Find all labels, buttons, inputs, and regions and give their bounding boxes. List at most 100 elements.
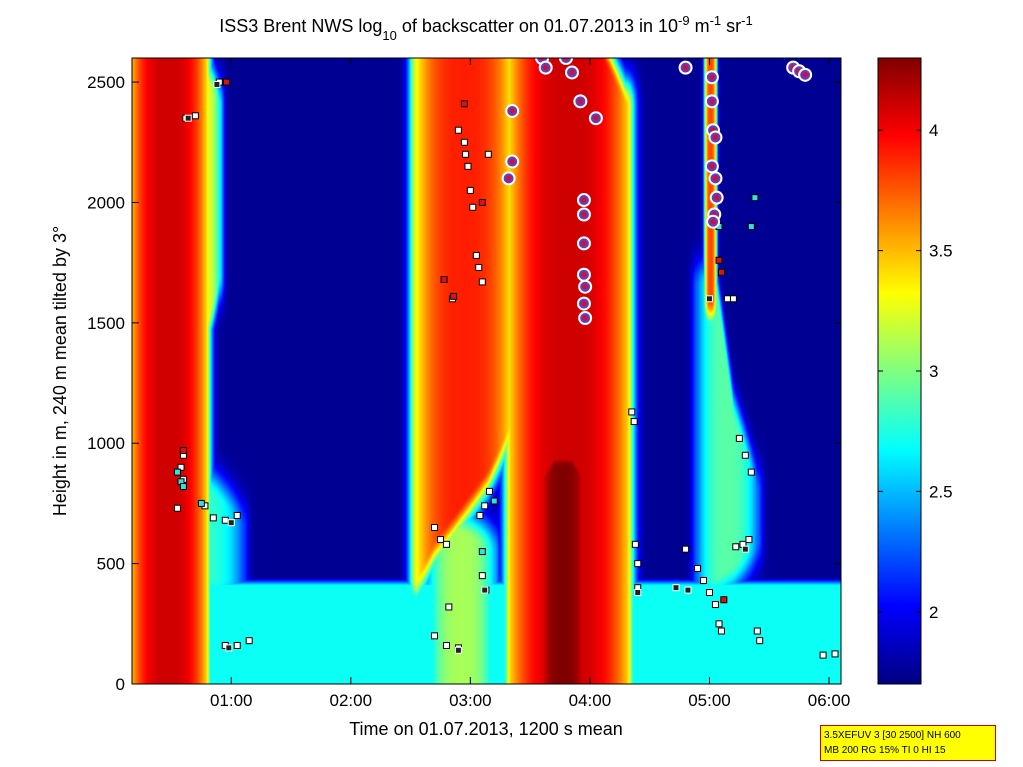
precipitation-circle-core <box>709 98 715 104</box>
cloud-base-marker-white <box>631 540 639 548</box>
cloud-base-marker-white <box>478 572 486 580</box>
cloud-base-marker-white <box>469 203 477 211</box>
colorbar-tick-label: 2.5 <box>929 482 953 501</box>
y-tick-label: 1000 <box>87 434 125 453</box>
cloud-base-marker-dark <box>184 114 192 122</box>
cloud-base-marker-white <box>233 511 241 519</box>
cloud-base-marker-white <box>484 150 492 158</box>
cloud-base-marker-white <box>732 543 740 551</box>
cloud-base-marker-white <box>442 540 450 548</box>
cloud-base-marker-white <box>454 126 462 134</box>
y-tick-label: 0 <box>116 675 125 694</box>
cloud-base-marker-cyan <box>173 468 181 476</box>
cloud-base-marker-white <box>445 603 453 611</box>
precipitation-circle-core <box>543 65 549 71</box>
colorbar <box>877 57 922 685</box>
cloud-base-marker-white <box>753 627 761 635</box>
cloud-base-marker-dark <box>684 586 692 594</box>
precipitation-circle-core <box>581 301 587 307</box>
cloud-base-marker-white <box>460 138 468 146</box>
cloud-base-marker-red <box>440 276 448 284</box>
cloud-base-marker-dark <box>225 644 233 652</box>
cloud-base-marker-white <box>472 251 480 259</box>
cloud-base-marker-white <box>715 620 723 628</box>
cloud-base-marker-white <box>741 451 749 459</box>
cloud-base-marker-white <box>735 434 743 442</box>
plot-frame <box>131 57 842 685</box>
colorbar-tick-label: 4 <box>929 121 938 140</box>
cloud-base-marker-white <box>745 536 753 544</box>
cloud-base-marker-white <box>221 516 229 524</box>
precipitation-circle-core <box>582 315 588 321</box>
info-box: 3.5XEFUV 3 [30 2500] NH 600 MB 200 RG 15… <box>820 725 996 761</box>
cloud-base-marker-red <box>720 596 728 604</box>
colorbar-axis: 2 2.5 3 3.5 4 <box>878 121 953 622</box>
x-tick-label: 01:00 <box>210 691 253 710</box>
cloud-base-marker-red <box>460 100 468 108</box>
chart-title: ISS3 Brent NWS log10 of backscatter on 0… <box>219 13 752 43</box>
precipitation-circle-core <box>712 134 718 140</box>
cloud-base-marker-white <box>711 601 719 609</box>
precipitation-circle-core <box>712 175 718 181</box>
x-axis-label: Time on 01.07.2013, 1200 s mean <box>349 719 623 739</box>
precipitation-circle-core <box>563 58 569 61</box>
x-tick-label: 06:00 <box>808 691 851 710</box>
cloud-base-marker-white <box>700 576 708 584</box>
cloud-base-marker-cyan <box>490 497 498 505</box>
cloud-base-marker-dark <box>634 589 642 597</box>
y-tick-label: 500 <box>97 555 125 574</box>
x-tick-label: 03:00 <box>449 691 492 710</box>
cloud-base-marker-white <box>628 408 636 416</box>
cloud-base-marker-white <box>717 627 725 635</box>
cloud-base-marker-dark <box>213 80 221 88</box>
colorbar-tick-label: 3.5 <box>929 242 953 261</box>
cloud-base-marker-cyan <box>179 483 187 491</box>
cloud-base-marker-white <box>630 418 638 426</box>
cloud-base-marker-white <box>682 545 690 553</box>
cloud-base-marker-white <box>209 514 217 522</box>
cloud-base-marker-red <box>179 446 187 454</box>
cloud-base-marker-dark <box>227 519 235 527</box>
cloud-base-marker-cyan <box>197 499 205 507</box>
colorbar-tick-label: 2 <box>929 603 938 622</box>
x-tick-label: 05:00 <box>688 691 731 710</box>
cloud-base-marker-red <box>478 198 486 206</box>
cloud-base-marker-cyan <box>478 548 486 556</box>
cloud-base-marker-white <box>819 651 827 659</box>
precipitation-circle-marker <box>559 58 574 65</box>
cloud-base-marker-cyan <box>747 223 755 231</box>
cloud-base-marker-white <box>475 263 483 271</box>
cloud-base-marker-white <box>476 511 484 519</box>
cloud-base-marker-white <box>191 112 199 120</box>
cloud-base-marker-dark <box>454 646 462 654</box>
precipitation-circle-core <box>714 195 720 201</box>
cloud-base-marker-red <box>450 292 458 300</box>
cloud-base-marker-white <box>478 278 486 286</box>
cloud-base-marker-white <box>430 524 438 531</box>
info-line-1: 3.5XEFUV 3 [30 2500] NH 600 <box>824 730 961 741</box>
precipitation-circle-core <box>593 115 599 121</box>
cloud-base-marker-dark <box>705 295 713 303</box>
precipitation-circle-core <box>710 219 716 225</box>
cloud-base-marker-dark <box>481 586 489 594</box>
y-tick-label: 2000 <box>87 193 125 212</box>
precipitation-circle-core <box>506 175 512 181</box>
y-tick-label: 1500 <box>87 314 125 333</box>
x-tick-label: 02:00 <box>330 691 373 710</box>
precipitation-circle-core <box>581 272 587 278</box>
cloud-base-marker-white <box>177 463 185 471</box>
precipitation-circle-core <box>581 197 587 203</box>
cloud-base-marker-white <box>831 650 839 658</box>
cloud-base-marker-white <box>436 536 444 544</box>
precipitation-circle-core <box>577 98 583 104</box>
precipitation-circle-core <box>509 108 515 114</box>
colorbar-tick-label: 3 <box>929 362 938 381</box>
precipitation-circle-core <box>581 240 587 246</box>
cloud-base-marker-white <box>173 504 181 512</box>
cloud-base-marker-white <box>481 502 489 510</box>
marker-layer <box>173 58 839 659</box>
cloud-base-marker-red <box>715 256 723 264</box>
backscatter-heatmap <box>132 58 841 684</box>
cloud-base-marker-red <box>222 78 230 86</box>
